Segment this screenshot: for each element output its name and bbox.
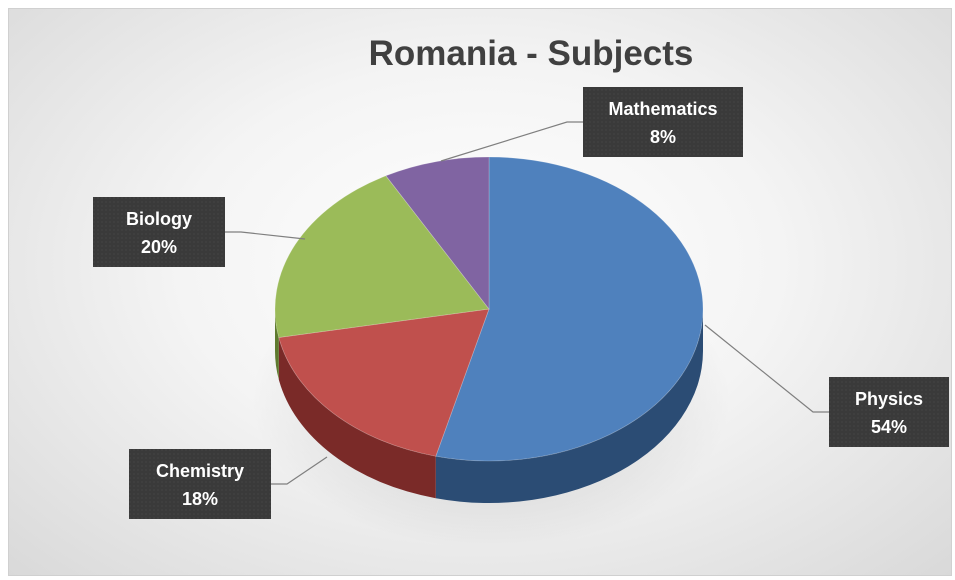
chart-frame: Romania - Subjects Physics 54% Chemistry 18… [8,8,952,576]
data-label-category-chemistry: Chemistry [156,461,244,481]
leader-line-physics [704,324,829,413]
data-label-value-biology: 20% [141,237,177,257]
pie-side-biology [275,309,279,380]
data-label-box-physics [829,377,949,447]
leader-line-chemistry [271,456,328,485]
data-label-box-chemistry [129,449,271,519]
data-label-box-biology [93,197,225,267]
pie-slice-physics [435,156,704,462]
chart-title: Romania - Subjects [369,34,694,73]
data-label-category-mathematics: Mathematics [608,99,717,119]
pie-sides [275,309,703,503]
pie-labels: Physics 54% Chemistry 18% Biology 20% Mathemat… [93,87,949,519]
pie-slice-mathematics [385,156,490,311]
data-label-value-chemistry: 18% [182,489,218,509]
pie-chart: Romania - Subjects Physics 54% Chemistry 18… [93,34,949,549]
pie-side-physics [435,309,703,503]
leader-line-mathematics [440,121,583,162]
data-label-category-physics: Physics [855,389,923,409]
pie-slice-chemistry [278,308,490,457]
pie-side-chemistry [278,337,436,499]
pie-slice-biology [274,175,490,338]
data-label-value-physics: 54% [871,417,907,437]
leader-line-biology [225,231,306,240]
pie-tops [274,156,704,462]
data-label-category-biology: Biology [126,209,192,229]
data-label-value-mathematics: 8% [650,127,676,147]
data-label-box-mathematics [583,87,743,157]
